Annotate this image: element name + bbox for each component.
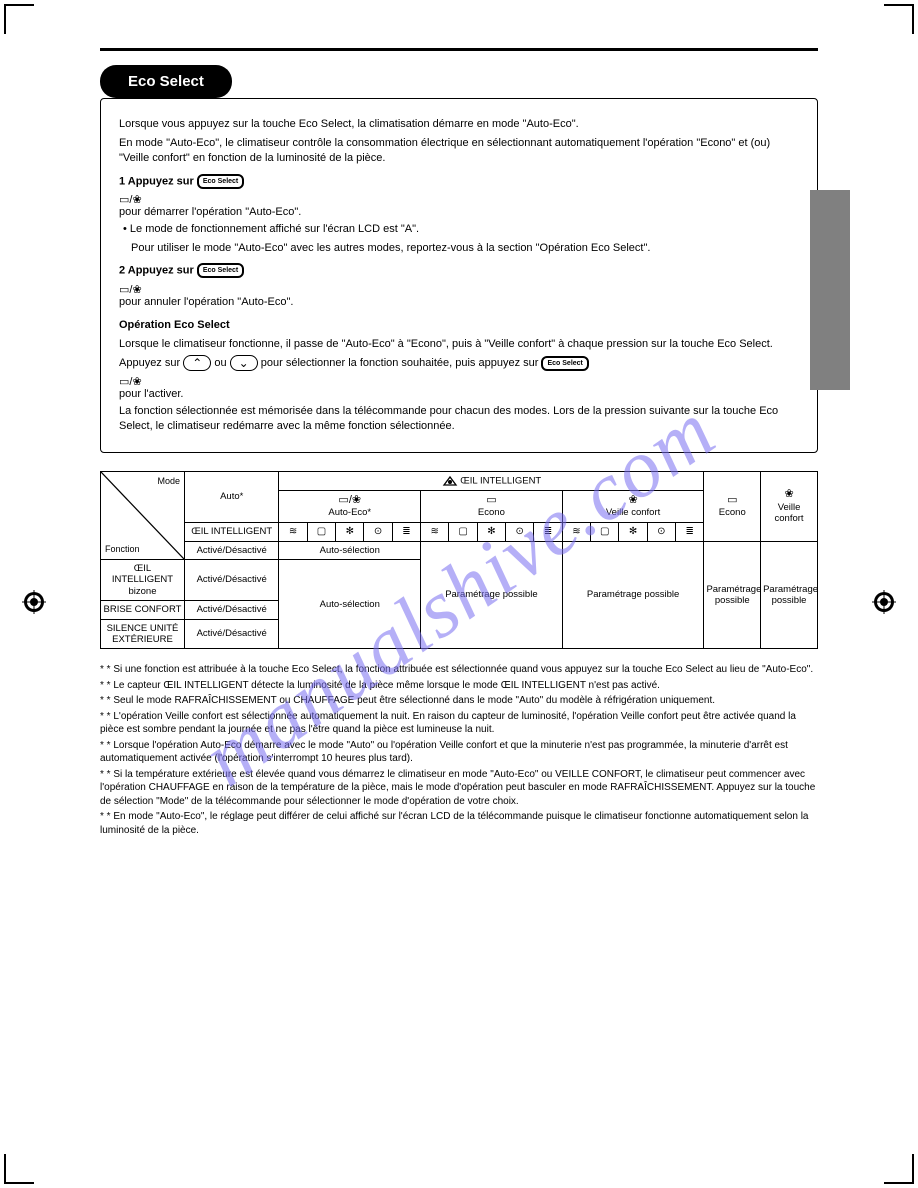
note: * Lorsque l'opération Auto-Eco démarre a…: [100, 739, 818, 766]
op-line2-b: ou: [214, 357, 226, 369]
icon-cell: ≣: [392, 522, 420, 541]
page: Eco Select Lorsque vous appuyez sur la t…: [0, 0, 918, 1188]
auto-sel-cell: Auto-sélection: [279, 541, 421, 559]
step-1-bullet: • Le mode de fonctionnement affiché sur …: [123, 222, 799, 237]
col-econo-right: ▭Econo: [704, 472, 761, 542]
down-button-icon: ⌄: [230, 355, 258, 371]
op-line2: Appuyez sur ⌃ ou ⌄ pour sélectionner la …: [119, 355, 799, 371]
intro-2: En mode "Auto-Eco", le climatiseur contr…: [119, 136, 799, 166]
col-veille: ❀Veille confort: [562, 491, 704, 523]
auto-sel-cell: Auto-sélection: [279, 560, 421, 649]
step-1-suffix: pour démarrer l'opération "Auto-Eco".: [119, 206, 301, 218]
col-intelligent-sub: ŒIL INTELLIGENT: [184, 522, 278, 541]
registration-mark-right: [872, 590, 896, 614]
table-diag-header: Mode Fonction: [101, 472, 185, 560]
step-2: 2 Appuyez sur Eco Select: [119, 263, 799, 278]
col-veille-right: ❀Veille confort: [761, 472, 818, 542]
registration-mark-left: [22, 590, 46, 614]
op-line2-c: pour sélectionner la fonction souhaitée,…: [261, 357, 539, 369]
icon-cell: ⊙: [647, 522, 675, 541]
op-heading: Opération Eco Select: [119, 318, 799, 333]
row-oeil2: ŒIL INTELLIGENT bizone: [101, 560, 185, 601]
icon-cell: ▢: [449, 522, 477, 541]
can-set-cell: Paramétrage possible: [761, 541, 818, 649]
note: * Si la température extérieure est élevé…: [100, 768, 818, 809]
row-on-off: Activé/Désactivé: [184, 619, 278, 649]
op-line1: Lorsque le climatiseur fonctionne, il pa…: [119, 337, 799, 352]
intro-1: Lorsque vous appuyez sur la touche Eco S…: [119, 117, 799, 132]
icon-cell: ≣: [676, 522, 704, 541]
op-line2-d: pour l'activer.: [119, 388, 183, 400]
col-auto: Auto*: [184, 472, 278, 523]
functions-table: Mode Fonction Auto* ŒIL INTELLIGENT ▭Eco…: [100, 471, 818, 649]
icon-cell: ≣: [534, 522, 562, 541]
can-set-cell: Paramétrage possible: [421, 541, 563, 649]
row-silence: SILENCE UNITÉ EXTÉRIEURE: [101, 619, 185, 649]
can-set-cell: Paramétrage possible: [704, 541, 761, 649]
note: * Le capteur ŒIL INTELLIGENT détecte la …: [100, 679, 818, 693]
col-auto-eco: ▭/❀Auto-Eco*: [279, 491, 421, 523]
note: * Si une fonction est attribuée à la tou…: [100, 663, 818, 677]
section-title: Eco Select: [100, 65, 232, 98]
up-button-icon: ⌃: [183, 355, 211, 371]
icon-cell: ≋: [421, 522, 449, 541]
note: * En mode "Auto-Eco", le réglage peut di…: [100, 810, 818, 837]
fonction-label: Fonction: [105, 544, 140, 555]
can-set-cell: Paramétrage possible: [562, 541, 704, 649]
step-2-prefix: 2 Appuyez sur: [119, 265, 194, 277]
top-rule: [100, 48, 818, 51]
op-line3: La fonction sélectionnée est mémorisée d…: [119, 404, 799, 434]
icon-cell: ⊙: [364, 522, 392, 541]
icon-cell: ✻: [477, 522, 505, 541]
eco-select-button-icon: Eco Select: [197, 263, 244, 278]
main-instruction-box: Lorsque vous appuyez sur la touche Eco S…: [100, 98, 818, 453]
icon-cell: ⊙: [506, 522, 534, 541]
row-on-off: Activé/Désactivé: [184, 541, 278, 559]
icon-cell: ✻: [336, 522, 364, 541]
icon-cell: ≋: [562, 522, 590, 541]
mode-label: Mode: [157, 476, 180, 487]
row-on-off: Activé/Désactivé: [184, 560, 278, 601]
intelligent-eye-label: ŒIL INTELLIGENT: [460, 476, 541, 487]
step-2-suffix: pour annuler l'opération "Auto-Eco".: [119, 296, 293, 308]
note: * Seul le mode RAFRAÎCHISSEMENT ou CHAUF…: [100, 694, 818, 708]
icon-cell: ✻: [619, 522, 647, 541]
eco-select-button-icon: Eco Select: [541, 356, 588, 371]
step-1: 1 Appuyez sur Eco Select: [119, 174, 799, 189]
icon-cell: ≋: [279, 522, 307, 541]
op-line2-a: Appuyez sur: [119, 357, 180, 369]
col-intelligent-eye: ŒIL INTELLIGENT: [279, 472, 704, 491]
icon-cell: ▢: [591, 522, 619, 541]
col-econo: ▭Econo: [421, 491, 563, 523]
step-1-prefix: 1 Appuyez sur: [119, 175, 194, 187]
row-brise: BRISE CONFORT: [101, 601, 185, 619]
step-1-line2: Pour utiliser le mode "Auto-Eco" avec le…: [131, 241, 799, 256]
icon-cell: ▢: [307, 522, 335, 541]
row-on-off: Activé/Désactivé: [184, 601, 278, 619]
note: * L'opération Veille confort est sélecti…: [100, 710, 818, 737]
eco-select-button-icon: Eco Select: [197, 174, 244, 189]
side-tab: [810, 190, 850, 390]
